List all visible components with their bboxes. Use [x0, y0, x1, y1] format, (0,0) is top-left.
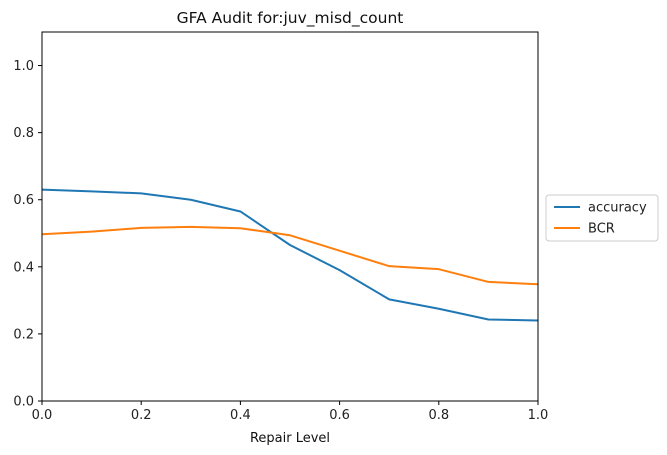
plot-frame	[41, 31, 539, 402]
y-tick-label: 0.6	[13, 193, 34, 208]
x-tick-label: 0.0	[32, 408, 53, 423]
y-axis: 0.0 0.2 0.4 0.6 0.8 1.0	[13, 59, 42, 410]
y-tick-label: 0.4	[13, 260, 34, 275]
x-tick-label: 0.4	[230, 408, 251, 423]
y-tick-label: 0.2	[13, 327, 34, 342]
series-line-bcr	[41, 225, 539, 286]
y-tick-label: 0.8	[13, 126, 34, 141]
y-tick-label: 0.0	[13, 395, 34, 410]
x-tick-label: 0.6	[329, 408, 350, 423]
legend: accuracy BCR	[545, 194, 659, 242]
x-axis: 0.0 0.2 0.4 0.6 0.8 1.0	[32, 401, 549, 423]
x-tick-label: 0.2	[131, 408, 152, 423]
legend-label-accuracy: accuracy	[588, 201, 647, 216]
x-tick-label: 1.0	[528, 408, 549, 423]
x-tick-label: 0.8	[428, 408, 449, 423]
series-line-accuracy	[41, 188, 539, 322]
x-axis-label: Repair Level	[250, 431, 330, 446]
chart-title: GFA Audit for:juv_misd_count	[177, 9, 404, 28]
series-layer	[41, 188, 539, 322]
legend-label-bcr: BCR	[588, 222, 615, 237]
y-tick-label: 1.0	[13, 59, 34, 74]
